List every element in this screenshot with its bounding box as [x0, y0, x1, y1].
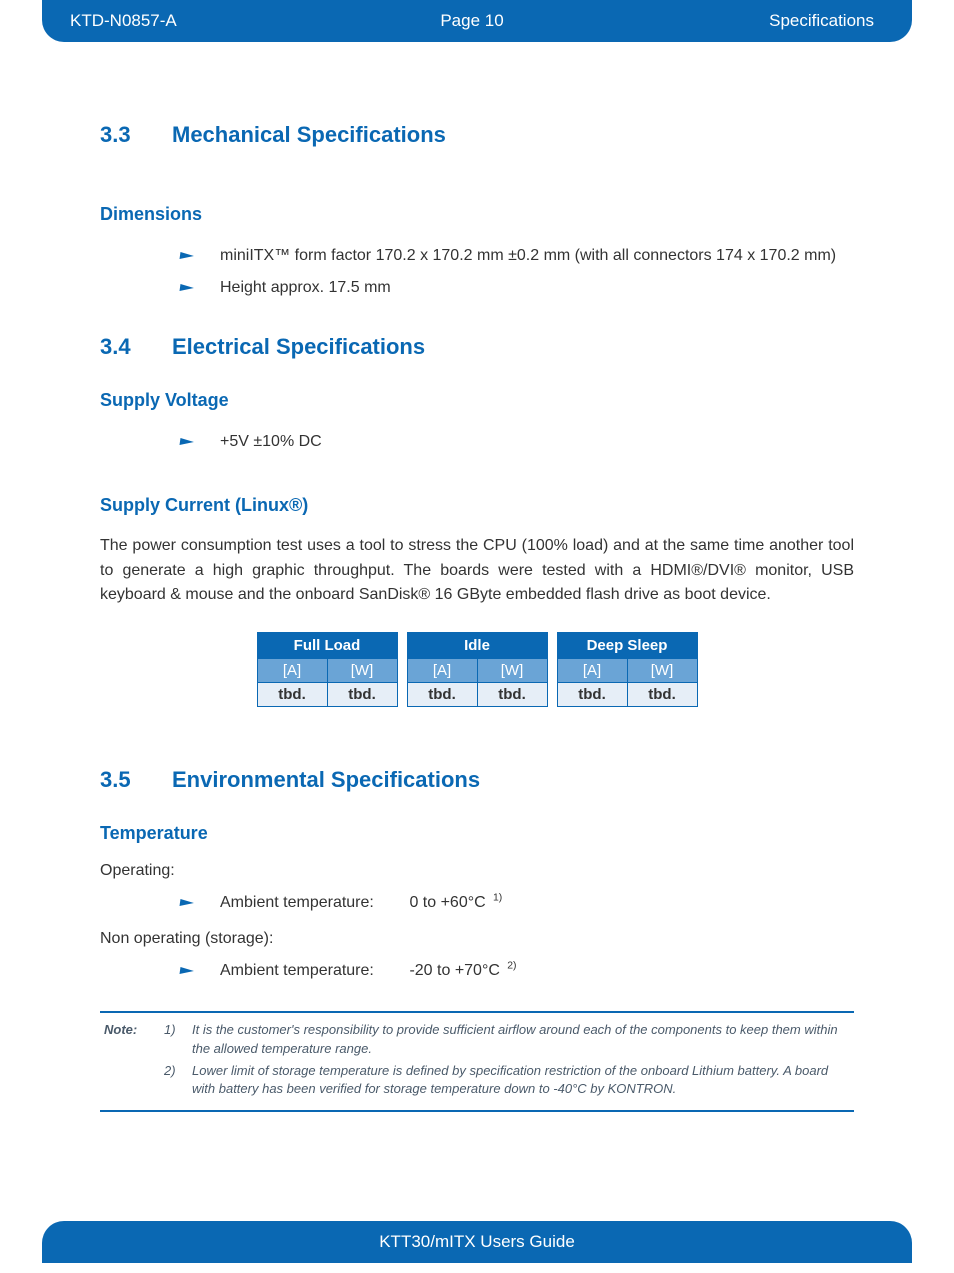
table-cell: tbd. [557, 683, 627, 707]
operating-label: Operating: [100, 862, 854, 880]
footer-text: KTT30/mITX Users Guide [379, 1232, 575, 1252]
table-sub-header: [A] [557, 659, 627, 683]
doc-id: KTD-N0857-A [70, 11, 338, 31]
note-label: Note: [104, 1021, 146, 1102]
note-text: Lower limit of storage temperature is de… [192, 1062, 850, 1098]
list-item: +5V ±10% DC [180, 429, 854, 455]
section-number: 3.5 [100, 767, 144, 793]
temp-item-label: Ambient temperature: [220, 958, 405, 984]
table-group-header: Deep Sleep [557, 633, 697, 659]
list-item: Height approx. 17.5 mm [180, 275, 854, 301]
section-3-4-heading: 3.4 Electrical Specifications [100, 334, 854, 360]
list-item: miniITX™ form factor 170.2 x 170.2 mm ±0… [180, 243, 854, 269]
table-sub-header: [A] [407, 659, 477, 683]
supply-current-heading: Supply Current (Linux®) [100, 495, 854, 516]
section-3-3-heading: 3.3 Mechanical Specifications [100, 122, 854, 148]
supply-current-paragraph: The power consumption test uses a tool t… [100, 534, 854, 608]
dimensions-heading: Dimensions [100, 204, 854, 225]
table-cell: tbd. [407, 683, 477, 707]
table-sub-header: [W] [477, 659, 547, 683]
operating-list: Ambient temperature: 0 to +60°C 1) [100, 890, 854, 916]
table-cell: tbd. [257, 683, 327, 707]
table-sub-header: [A] [257, 659, 327, 683]
note-item: 1) It is the customer's responsibility t… [164, 1021, 850, 1057]
section-3-5-heading: 3.5 Environmental Specifications [100, 767, 854, 793]
list-item: Ambient temperature: 0 to +60°C 1) [180, 890, 854, 916]
footnote-ref: 1) [490, 893, 502, 904]
supply-voltage-list: +5V ±10% DC [100, 429, 854, 455]
table-group-header: Idle [407, 633, 547, 659]
section-number: 3.4 [100, 334, 144, 360]
power-consumption-table: Full Load Idle Deep Sleep [A] [W] [A] [W… [257, 632, 698, 707]
footer-bar: KTT30/mITX Users Guide [42, 1221, 912, 1263]
table-sub-header: [W] [327, 659, 397, 683]
temp-item-value: 0 to +60°C [409, 894, 485, 911]
note-number: 1) [164, 1021, 182, 1057]
table-sub-header: [W] [627, 659, 697, 683]
section-title: Electrical Specifications [172, 334, 425, 360]
table-row: tbd. tbd. tbd. tbd. tbd. tbd. [257, 683, 697, 707]
non-operating-list: Ambient temperature: -20 to +70°C 2) [100, 958, 854, 984]
note-number: 2) [164, 1062, 182, 1098]
table-cell: tbd. [477, 683, 547, 707]
list-item: Ambient temperature: -20 to +70°C 2) [180, 958, 854, 984]
table-group-header: Full Load [257, 633, 397, 659]
footnote-ref: 2) [504, 960, 516, 971]
note-item: 2) Lower limit of storage temperature is… [164, 1062, 850, 1098]
non-operating-label: Non operating (storage): [100, 930, 854, 948]
note-box: Note: 1) It is the customer's responsibi… [100, 1011, 854, 1112]
supply-voltage-heading: Supply Voltage [100, 390, 854, 411]
section-number: 3.3 [100, 122, 144, 148]
table-cell: tbd. [627, 683, 697, 707]
section-title: Mechanical Specifications [172, 122, 446, 148]
temp-item-label: Ambient temperature: [220, 890, 405, 916]
section-name: Specifications [606, 11, 874, 31]
header-bar: KTD-N0857-A Page 10 Specifications [42, 0, 912, 42]
note-list: 1) It is the customer's responsibility t… [164, 1021, 850, 1102]
page-number: Page 10 [338, 11, 606, 31]
table-cell: tbd. [327, 683, 397, 707]
note-text: It is the customer's responsibility to p… [192, 1021, 850, 1057]
section-title: Environmental Specifications [172, 767, 480, 793]
temp-item-value: -20 to +70°C [409, 962, 499, 979]
dimensions-list: miniITX™ form factor 170.2 x 170.2 mm ±0… [100, 243, 854, 300]
temperature-heading: Temperature [100, 823, 854, 844]
